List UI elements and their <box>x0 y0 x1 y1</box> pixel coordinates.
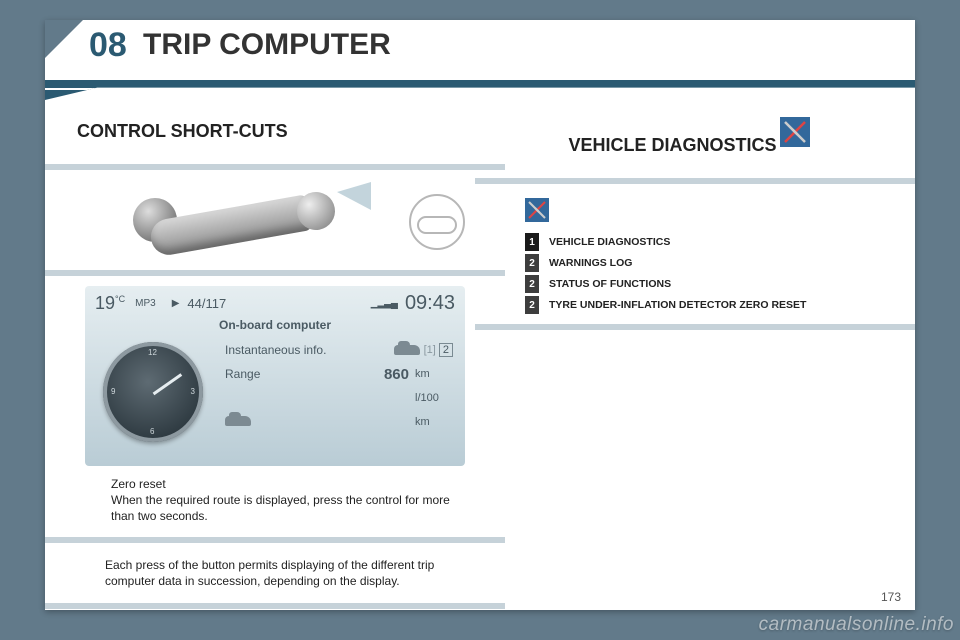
obc-row-label: Instantaneous info. <box>225 343 394 357</box>
obc-temp-value: 19 <box>95 293 115 313</box>
obc-track: 44/117 <box>187 296 226 311</box>
obc-tab-inactive: [1] <box>424 344 436 356</box>
diagnostics-item: 1 VEHICLE DIAGNOSTICS <box>525 233 875 251</box>
press-arrow-icon <box>337 182 371 210</box>
stalk-illustration <box>75 170 475 270</box>
onboard-computer-screen: 19°C MP3 ▶ 44/117 ▁▂▃▄ 09:43 On-board co… <box>85 286 465 466</box>
diagnostics-item-label: VEHICLE DIAGNOSTICS <box>549 236 670 248</box>
diagnostics-level-badge: 2 <box>525 296 539 314</box>
play-icon: ▶ <box>172 298 180 309</box>
heading-text: VEHICLE DIAGNOSTICS <box>568 135 776 155</box>
vehicle-diagnostics-heading: VEHICLE DIAGNOSTICS <box>495 115 885 178</box>
steering-wheel-icon <box>409 194 465 250</box>
obc-row-value: 860 <box>359 366 409 383</box>
obc-temp-unit: °C <box>115 294 125 304</box>
gauge-tick: 6 <box>150 427 154 436</box>
chapter-title: TRIP COMPUTER <box>143 28 391 62</box>
diagnostics-icon <box>780 117 810 147</box>
obc-source: MP3 <box>135 298 156 309</box>
car-icon <box>225 416 251 426</box>
obc-temperature: 19°C <box>95 293 125 314</box>
diagnostics-list: 1 VEHICLE DIAGNOSTICS 2 WARNINGS LOG 2 STATUS… <box>495 184 885 314</box>
obc-row-unit: km <box>409 368 453 380</box>
obc-clock: 09:43 <box>405 292 455 315</box>
diagnostics-icon <box>525 198 549 222</box>
divider <box>475 324 915 330</box>
signal-icon: ▁▂▃▄ <box>371 298 397 309</box>
diagnostics-item-label: WARNINGS LOG <box>549 257 632 269</box>
diagnostics-level-badge: 2 <box>525 275 539 293</box>
obc-tab-active: 2 <box>439 343 453 357</box>
obc-row-label <box>225 415 359 429</box>
control-shortcuts-heading: CONTROL SHORT-CUTS <box>75 115 475 164</box>
caption-body: When the required route is displayed, pr… <box>111 492 455 524</box>
gauge-needle-icon <box>153 373 183 395</box>
gauge-tick: 9 <box>111 387 115 396</box>
diagnostics-item-label: TYRE UNDER-INFLATION DETECTOR ZERO RESET <box>549 299 806 311</box>
obc-status-bar: 19°C MP3 ▶ 44/117 ▁▂▃▄ 09:43 <box>95 292 455 315</box>
caption-title: Zero reset <box>111 476 455 492</box>
obc-row-instant: Instantaneous info. [1] 2 <box>225 338 453 362</box>
chapter-number: 08 <box>89 26 127 65</box>
header-divider <box>45 80 915 100</box>
obc-row-distance: km <box>225 410 453 434</box>
obc-row-range: Range 860 km <box>225 362 453 386</box>
stalk-body-icon <box>148 194 312 257</box>
chapter-header: 08 TRIP COMPUTER <box>83 20 915 80</box>
obc-title: On-board computer <box>85 318 465 332</box>
page-number: 173 <box>881 590 901 604</box>
obc-row-label: Range <box>225 367 359 381</box>
manual-page: 08 TRIP COMPUTER CONTROL SHORT-CUTS 19°C… <box>45 20 915 610</box>
watermark: carmanualsonline.info <box>759 614 954 636</box>
right-column: VEHICLE DIAGNOSTICS 1 VEHICLE DIAGNOSTICS… <box>495 115 885 330</box>
obc-tabs: [1] 2 <box>424 344 453 356</box>
diagnostics-item: 2 TYRE UNDER-INFLATION DETECTOR ZERO RESE… <box>525 296 875 314</box>
divider <box>45 603 505 609</box>
zero-reset-caption: Zero reset When the required route is di… <box>81 466 469 525</box>
obc-row-unit: l/100 <box>409 392 453 404</box>
gauge-tick: 12 <box>148 348 157 357</box>
diagnostics-level-badge: 1 <box>525 233 539 251</box>
obc-row-consumption: l/100 <box>225 386 453 410</box>
obc-rows: Instantaneous info. [1] 2 Range 860 km l… <box>225 338 453 434</box>
obc-row-unit: km <box>409 416 453 428</box>
diagnostics-item: 2 WARNINGS LOG <box>525 254 875 272</box>
left-column: CONTROL SHORT-CUTS 19°C MP3 ▶ 44/117 ▁▂▃… <box>75 115 475 609</box>
gauge-tick: 3 <box>191 387 195 396</box>
bottom-note: Each press of the button permits display… <box>75 543 475 603</box>
diagnostics-item-label: STATUS OF FUNCTIONS <box>549 278 671 290</box>
diagnostics-item: 2 STATUS OF FUNCTIONS <box>525 275 875 293</box>
obc-screen-panel: 19°C MP3 ▶ 44/117 ▁▂▃▄ 09:43 On-board co… <box>75 276 475 537</box>
obc-gauge: 12 3 6 9 <box>103 342 203 442</box>
car-icon <box>394 345 420 355</box>
diagnostics-level-badge: 2 <box>525 254 539 272</box>
